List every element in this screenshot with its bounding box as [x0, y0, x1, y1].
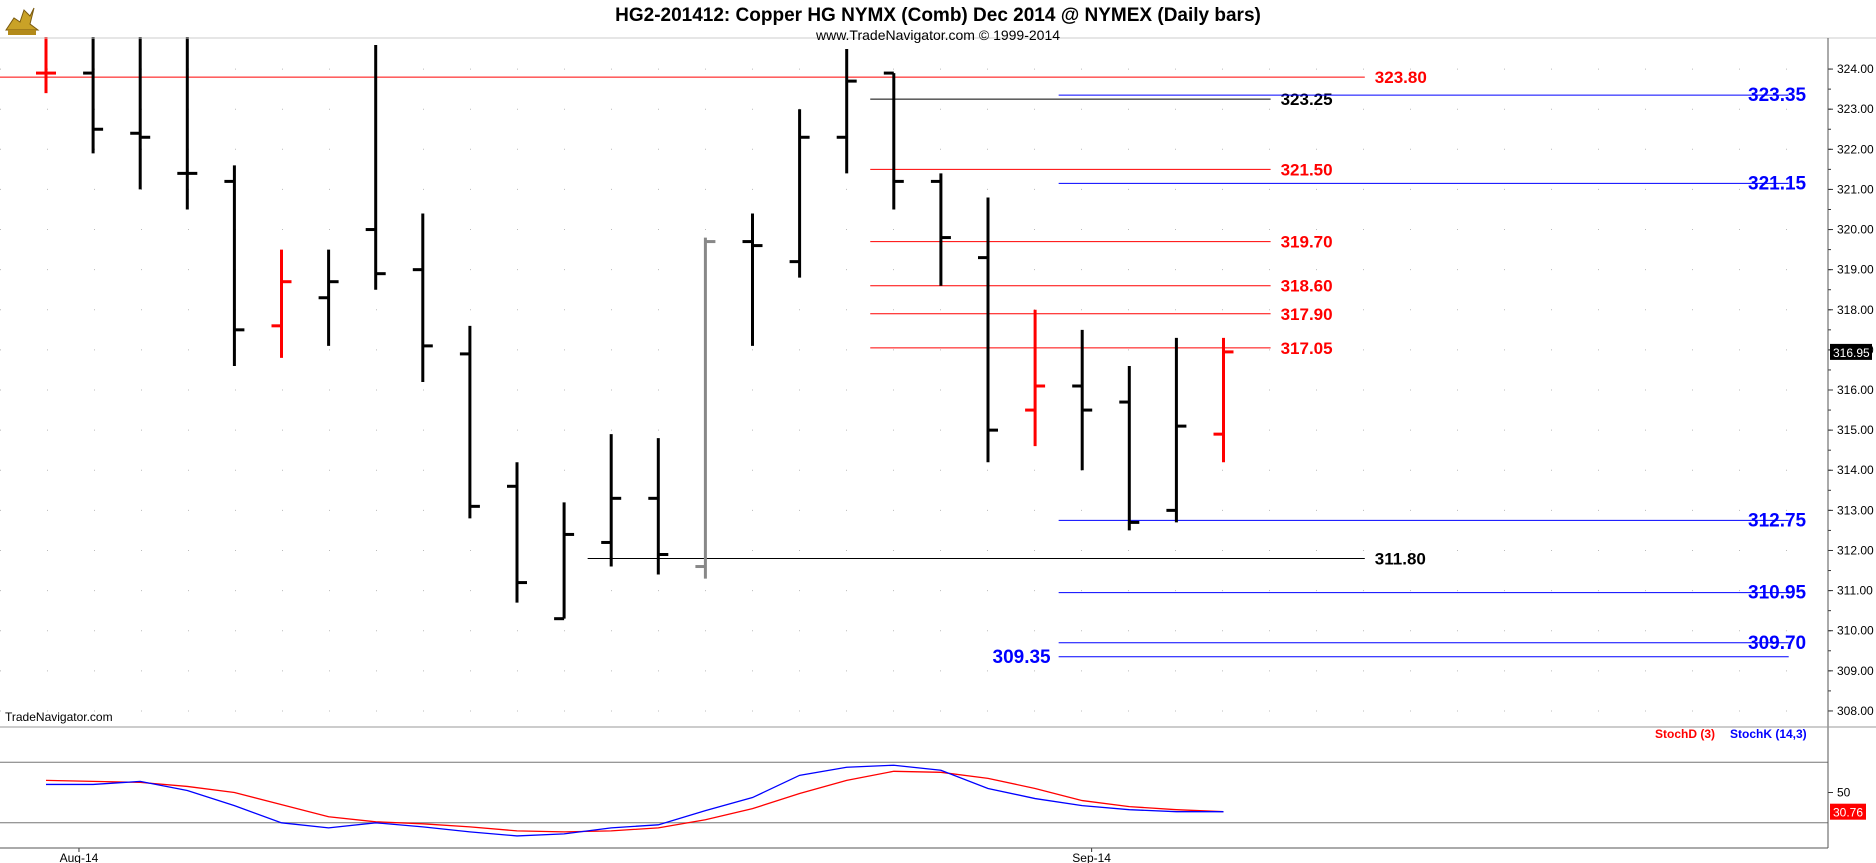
- stoch-legend-entry: StochK (14,3): [1730, 727, 1807, 741]
- y-tick-label: 312.00: [1837, 543, 1874, 557]
- price-bar: [978, 197, 998, 463]
- watermark: TradeNavigator.com: [5, 710, 113, 724]
- y-tick-label: 324.00: [1837, 62, 1874, 76]
- price-bar: [36, 37, 56, 94]
- stoch-last-label: 30.76: [1833, 806, 1863, 820]
- price-bar: [601, 434, 622, 567]
- x-tick-label: Sep-14: [1072, 851, 1111, 863]
- price-bar: [130, 37, 151, 190]
- price-bar: [1119, 365, 1140, 531]
- price-bar: [930, 173, 951, 286]
- price-bar: [459, 325, 480, 519]
- level-label: 317.05: [1281, 339, 1333, 358]
- price-bar: [507, 462, 527, 603]
- y-tick-label: 313.00: [1837, 503, 1874, 517]
- stoch-last-box: [1830, 803, 1866, 820]
- stoch-legend-entry: StochD (3): [1655, 727, 1715, 741]
- pegasus-logo-icon: [5, 7, 40, 35]
- level-label: 312.75: [1748, 510, 1807, 531]
- level-label: 323.25: [1281, 90, 1333, 109]
- last-price-box: [1830, 343, 1872, 360]
- y-tick-label: 308.00: [1837, 704, 1874, 718]
- stoch-y-label: 50: [1837, 786, 1851, 800]
- logo: [5, 7, 40, 35]
- y-tick-label: 316.00: [1837, 383, 1874, 397]
- y-tick-label: 315.00: [1837, 423, 1874, 437]
- price-bar: [83, 37, 104, 154]
- stochastic-panel: 50 StochD (3) StochK (14,3) 30.76: [0, 727, 1866, 837]
- price-bar: [1072, 329, 1093, 471]
- y-tick-label: 319.00: [1837, 263, 1874, 277]
- level-label: 311.80: [1375, 550, 1426, 569]
- level-label: 323.80: [1375, 68, 1427, 87]
- stoch-series-line: [45, 770, 1224, 833]
- level-label: 309.70: [1748, 633, 1806, 654]
- chart-title: HG2-201412: Copper HG NYMX (Comb) Dec 20…: [615, 5, 1261, 26]
- level-lines: 323.80 323.25 321.50 319.70 318.60 317.90 317.…: [0, 68, 1807, 668]
- price-bar: [648, 438, 669, 575]
- y-tick-label: 320.00: [1837, 223, 1874, 237]
- price-bar: [177, 37, 198, 210]
- axes: 308.00 309.00 310.00 311.00 312.00 313.00 314.…: [60, 62, 1874, 863]
- price-bar: [554, 502, 575, 621]
- level-label: 317.90: [1281, 305, 1333, 324]
- level-label: 309.35: [993, 647, 1052, 668]
- level-label: 321.15: [1748, 173, 1807, 194]
- last-price-label: 316.95: [1833, 346, 1870, 360]
- chart-subtitle: www.TradeNavigator.com © 1999-2014: [815, 27, 1060, 43]
- price-bar: [271, 249, 292, 358]
- y-tick-label: 310.00: [1837, 624, 1874, 638]
- price-bar: [1213, 337, 1234, 463]
- price-bar: [1025, 309, 1046, 447]
- price-bar: [412, 213, 433, 382]
- y-tick-label: 321.00: [1837, 182, 1874, 196]
- price-bar: [695, 237, 716, 579]
- y-tick-label: 318.00: [1837, 303, 1874, 317]
- price-bar: [742, 213, 763, 346]
- price-bar: [789, 109, 810, 278]
- price-bar: [836, 49, 857, 174]
- price-bar: [318, 249, 339, 346]
- y-tick-label: 311.00: [1837, 584, 1873, 598]
- y-tick-label: 322.00: [1837, 142, 1874, 156]
- y-tick-label: 323.00: [1837, 102, 1874, 116]
- price-bar: [1166, 337, 1187, 523]
- y-tick-label: 309.00: [1837, 664, 1874, 678]
- level-label: 323.35: [1748, 85, 1807, 106]
- price-bar: [224, 165, 245, 366]
- level-label: 310.95: [1748, 583, 1807, 604]
- level-label: 321.50: [1281, 160, 1333, 179]
- price-bar: [883, 71, 904, 210]
- level-label: 319.70: [1281, 233, 1333, 252]
- stoch-series-line: [46, 764, 1224, 837]
- level-label: 318.60: [1281, 277, 1333, 296]
- y-tick-label: 314.00: [1837, 463, 1874, 477]
- x-tick-label: Aug-14: [60, 851, 99, 863]
- price-bars: [36, 37, 1234, 621]
- price-bar: [365, 45, 386, 290]
